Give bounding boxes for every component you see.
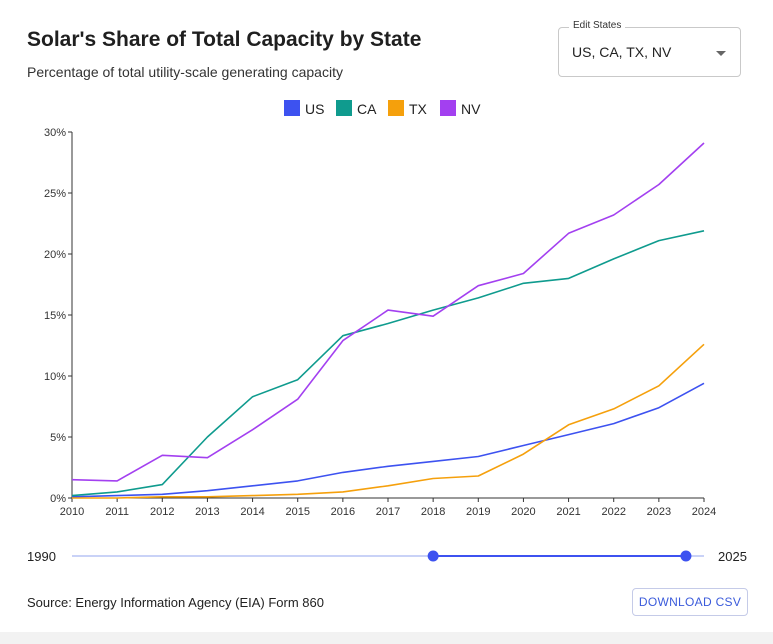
y-tick-label: 0% (50, 493, 66, 505)
line-chart: 0% 5% 10% 15% 20% 25% 30% 2010 2011 2012 2013 2014 2… (44, 100, 716, 562)
series-line-tx (72, 343, 705, 499)
legend-label-ca[interactable]: CA (357, 101, 377, 117)
x-tick-label: 2017 (376, 506, 400, 518)
slider-min-label: 1990 (27, 549, 56, 564)
x-tick-label: 2013 (195, 506, 219, 518)
y-tick-label: 30% (44, 127, 66, 139)
x-tick-label: 2014 (240, 506, 264, 518)
x-tick-label: 2018 (421, 506, 445, 518)
legend-swatch-nv (440, 100, 456, 116)
page-subtitle: Percentage of total utility-scale genera… (27, 64, 343, 80)
y-tick-label: 15% (44, 310, 66, 322)
bottom-bar (0, 632, 773, 644)
legend-label-nv[interactable]: NV (461, 101, 481, 117)
slider-max-label: 2025 (718, 549, 747, 564)
series-line-ca (71, 230, 705, 497)
x-tick-label: 2010 (60, 506, 84, 518)
legend-swatch-tx (388, 100, 404, 116)
y-tick-label: 20% (44, 249, 66, 261)
slider-handle-end[interactable] (680, 550, 692, 562)
x-tick-label: 2011 (105, 506, 129, 518)
x-tick-label: 2023 (647, 506, 671, 518)
series-line-us (71, 382, 705, 498)
x-tick-label: 2021 (556, 506, 580, 518)
y-tick-label: 5% (50, 432, 66, 444)
series-line-nv (71, 142, 705, 482)
y-tick-label: 25% (44, 188, 66, 200)
x-tick-label: 2020 (511, 506, 535, 518)
x-tick-label: 2024 (692, 506, 716, 518)
slider-handle-start[interactable] (427, 550, 439, 562)
legend-swatch-ca (336, 100, 352, 116)
x-tick-label: 2019 (466, 506, 490, 518)
legend-swatch-us (284, 100, 300, 116)
edit-states-value: US, CA, TX, NV (572, 44, 672, 60)
edit-states-select[interactable]: Edit States US, CA, TX, NV (558, 20, 741, 77)
source-note: Source: Energy Information Agency (EIA) … (27, 595, 324, 610)
x-tick-label: 2012 (150, 506, 174, 518)
legend-label-us[interactable]: US (305, 101, 324, 117)
download-csv-button[interactable]: DOWNLOAD CSV (632, 588, 748, 616)
x-tick-label: 2015 (285, 506, 309, 518)
chevron-down-icon[interactable] (716, 51, 726, 56)
y-tick-label: 10% (44, 371, 66, 383)
page-title: Solar's Share of Total Capacity by State (27, 28, 422, 51)
x-tick-label: 2022 (601, 506, 625, 518)
edit-states-label: Edit States (569, 20, 626, 31)
x-tick-label: 2016 (331, 506, 355, 518)
legend-label-tx[interactable]: TX (409, 101, 428, 117)
